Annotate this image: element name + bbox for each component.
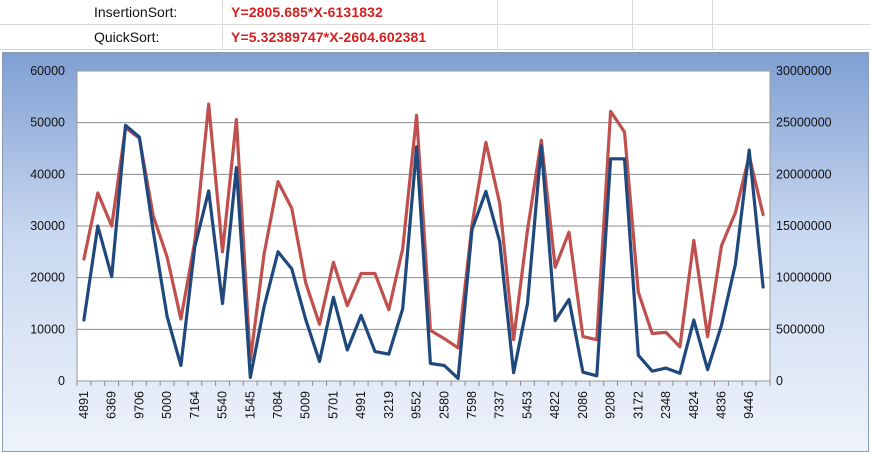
category-label: 3172: [631, 391, 645, 419]
series-line-red: [82, 102, 765, 362]
quick-sort-label-cell[interactable]: QuickSort:: [0, 25, 223, 50]
left-axis-tick-label: 0: [58, 374, 65, 388]
category-label: 4824: [687, 391, 701, 419]
insertion-sort-formula-cell[interactable]: Y=2805.685*X-6131832: [223, 0, 498, 25]
category-label: 9208: [604, 391, 618, 419]
quick-sort-formula-cell[interactable]: Y=5.32389747*X-2604.602381: [223, 25, 498, 50]
spreadsheet-row-quick: QuickSort: Y=5.32389747*X-2604.602381: [0, 25, 871, 50]
category-label: 5000: [160, 391, 174, 419]
left-axis-tick-label: 40000: [30, 167, 65, 181]
category-label: 9552: [410, 391, 424, 419]
category-label: 4991: [354, 391, 368, 419]
insertion-sort-label-cell[interactable]: InsertionSort:: [0, 0, 223, 25]
category-label: 2580: [437, 391, 451, 419]
category-label: 9706: [132, 391, 146, 419]
category-label: 2348: [659, 391, 673, 419]
right-axis-tick-label: 0: [776, 374, 783, 388]
right-axis-tick-label: 10000000: [776, 271, 832, 285]
category-label: 6369: [105, 391, 119, 419]
left-axis-tick-label: 50000: [30, 116, 65, 130]
empty-cell[interactable]: [498, 25, 633, 50]
right-axis-tick-label: 30000000: [776, 64, 832, 78]
category-label: 2086: [576, 391, 590, 419]
category-label: 1545: [243, 391, 257, 419]
right-axis-tick-label: 25000000: [776, 116, 832, 130]
left-axis-tick-label: 20000: [30, 271, 65, 285]
category-label: 7084: [271, 391, 285, 419]
right-axis-tick-label: 20000000: [776, 167, 832, 181]
category-label: 4836: [714, 391, 728, 419]
category-label: 7598: [465, 391, 479, 419]
left-axis-tick-label: 60000: [30, 64, 65, 78]
category-label: 4891: [77, 391, 91, 419]
category-label: 3219: [382, 391, 396, 419]
category-label: 9446: [742, 391, 756, 419]
category-label: 5540: [216, 391, 230, 419]
empty-cell[interactable]: [633, 0, 713, 25]
left-axis-tick-label: 10000: [30, 322, 65, 336]
series-line-blue: [82, 123, 765, 380]
empty-cell[interactable]: [633, 25, 713, 50]
category-label: 5453: [520, 391, 534, 419]
spreadsheet-row-insertion: InsertionSort: Y=2805.685*X-6131832: [0, 0, 871, 25]
category-label: 7164: [188, 391, 202, 419]
category-label: 5009: [299, 391, 313, 419]
plot-layer: 0 0 10000 5000000 20000 10000000 30000 15000000…: [30, 64, 831, 419]
category-label: 4822: [548, 391, 562, 419]
category-label: 7337: [493, 391, 507, 419]
category-label: 5701: [326, 391, 340, 419]
left-axis-tick-label: 30000: [30, 219, 65, 233]
empty-cell[interactable]: [498, 0, 633, 25]
right-axis-tick-label: 5000000: [776, 322, 825, 336]
right-axis-tick-label: 15000000: [776, 219, 832, 233]
